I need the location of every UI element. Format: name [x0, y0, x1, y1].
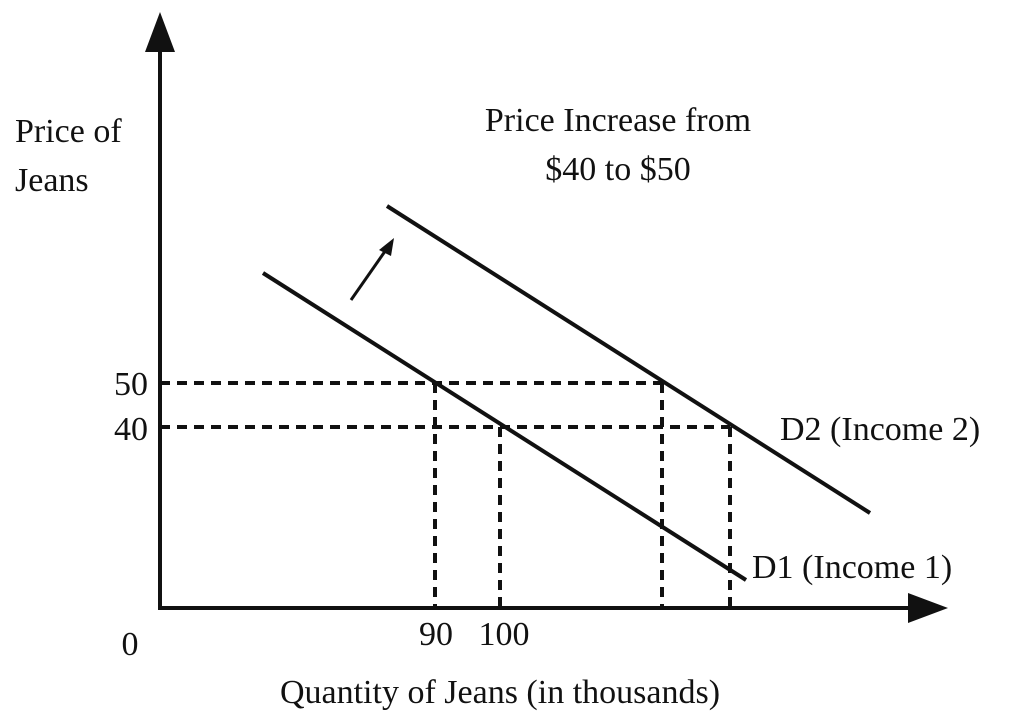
shift-arrow	[349, 246, 390, 301]
x-axis-arrow	[908, 593, 948, 623]
y-tick-label: 40	[114, 411, 148, 448]
shift-arrow-head	[379, 238, 394, 256]
title: Price Increase from	[485, 102, 751, 139]
curve-label: D2 (Income 2)	[780, 411, 980, 448]
demand-d2	[385, 204, 872, 515]
origin-label: 0	[122, 626, 139, 663]
x-tick-label: 100	[479, 616, 530, 653]
y-axis-arrow	[145, 12, 175, 52]
demand-d1	[261, 271, 748, 582]
x-tick-label: 90	[419, 616, 453, 653]
x-axis-label: Quantity of Jeans (in thousands)	[280, 674, 720, 711]
title: $40 to $50	[545, 151, 690, 188]
curve-label: D1 (Income 1)	[752, 549, 952, 586]
y-tick-label: 50	[114, 366, 148, 403]
y-axis-label: Price of	[15, 113, 122, 150]
y-axis-label: Jeans	[15, 162, 89, 199]
